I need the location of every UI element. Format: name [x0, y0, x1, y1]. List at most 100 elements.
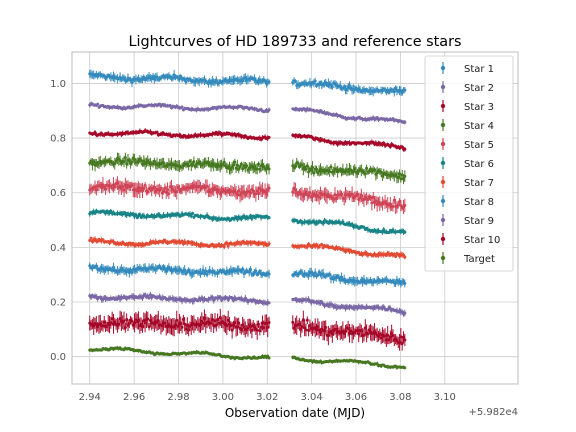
- data-point: [185, 324, 189, 328]
- legend-entry: Star 4: [440, 119, 494, 132]
- data-point: [362, 278, 366, 282]
- data-point: [133, 321, 137, 325]
- data-point: [301, 318, 305, 322]
- legend-label: Star 2: [464, 83, 494, 94]
- series-star-1: [88, 69, 407, 97]
- data-point: [102, 74, 106, 78]
- data-point: [254, 269, 258, 273]
- data-point: [378, 332, 382, 336]
- data-point: [403, 281, 407, 285]
- data-point: [231, 323, 235, 327]
- data-point: [366, 332, 370, 336]
- series-star-7: [88, 236, 407, 260]
- data-point: [213, 319, 217, 323]
- data-point: [392, 90, 396, 94]
- data-point: [346, 170, 350, 174]
- data-point: [152, 159, 156, 163]
- data-point: [89, 236, 93, 240]
- data-point: [296, 161, 300, 165]
- data-point: [164, 190, 168, 194]
- data-point: [243, 76, 247, 80]
- data-point: [291, 190, 295, 194]
- data-point: [247, 270, 251, 274]
- data-point: [398, 279, 402, 283]
- x-tick-label: 3.10: [434, 392, 456, 403]
- data-point: [93, 211, 97, 215]
- data-point: [320, 300, 324, 304]
- data-point: [109, 321, 113, 325]
- data-point: [230, 270, 234, 274]
- data-point: [267, 186, 271, 190]
- data-point: [101, 183, 105, 187]
- data-point: [362, 333, 366, 337]
- legend-entry: Star 9: [440, 214, 494, 227]
- data-point: [316, 273, 320, 277]
- data-point: [123, 326, 127, 330]
- data-point: [403, 88, 407, 92]
- data-point: [237, 189, 241, 193]
- data-point: [155, 75, 159, 79]
- data-point: [391, 334, 395, 338]
- data-point: [403, 338, 407, 342]
- data-point: [398, 340, 402, 344]
- data-point: [305, 245, 309, 249]
- data-point: [181, 318, 185, 322]
- data-point: [256, 162, 260, 166]
- data-point: [222, 160, 226, 164]
- legend-label: Star 1: [464, 64, 494, 75]
- data-point: [267, 272, 271, 276]
- data-point: [380, 174, 384, 178]
- data-point: [202, 271, 206, 275]
- data-point: [365, 166, 369, 170]
- data-point: [299, 327, 303, 331]
- data-point: [94, 264, 98, 268]
- data-point: [92, 324, 96, 328]
- data-point: [292, 326, 296, 330]
- data-point: [143, 266, 147, 270]
- data-point: [291, 320, 295, 324]
- data-point: [135, 189, 139, 193]
- legend-label: Star 8: [464, 197, 494, 208]
- data-point: [187, 328, 191, 332]
- data-point: [403, 120, 407, 124]
- data-point: [189, 214, 193, 218]
- data-point: [396, 203, 400, 207]
- data-point: [235, 193, 239, 197]
- data-point: [233, 189, 237, 193]
- data-point: [383, 87, 387, 91]
- data-point: [359, 329, 363, 333]
- data-point: [146, 317, 150, 321]
- data-point: [266, 325, 270, 329]
- data-point: [100, 186, 104, 190]
- data-point: [169, 185, 173, 189]
- data-point: [156, 319, 160, 323]
- legend-marker-icon: [440, 179, 446, 185]
- data-point: [391, 205, 395, 209]
- data-point: [231, 163, 235, 167]
- data-point: [184, 80, 188, 84]
- x-tick-label: 2.96: [123, 392, 145, 403]
- data-point: [249, 214, 253, 218]
- data-point: [233, 160, 237, 164]
- data-point: [117, 322, 121, 326]
- data-point: [342, 277, 346, 281]
- data-point: [131, 323, 135, 327]
- data-point: [158, 264, 162, 268]
- data-point: [373, 168, 377, 172]
- data-point: [122, 319, 126, 323]
- data-point: [214, 323, 218, 327]
- data-point: [315, 167, 319, 171]
- data-point: [370, 201, 374, 205]
- data-point: [113, 162, 117, 166]
- data-point: [400, 173, 404, 177]
- data-point: [150, 77, 154, 81]
- data-point: [179, 268, 183, 272]
- data-point: [311, 194, 315, 198]
- legend-box: [424, 55, 514, 272]
- data-point: [183, 322, 187, 326]
- data-point: [258, 269, 262, 273]
- data-point: [318, 330, 322, 334]
- data-point: [241, 167, 245, 171]
- data-point: [329, 165, 333, 169]
- data-point: [148, 293, 152, 297]
